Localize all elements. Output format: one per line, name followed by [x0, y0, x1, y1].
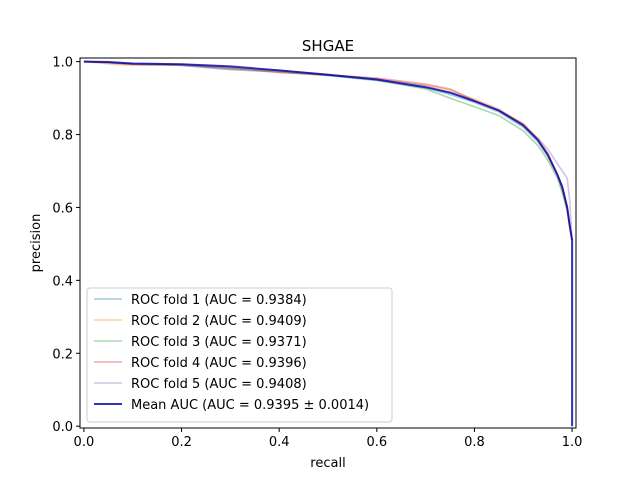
- series-line-1: [83, 60, 573, 241]
- y-tick-label: 0.8: [52, 129, 73, 144]
- legend-entries: ROC fold 1 (AUC = 0.9384) ROC fold 2 (AUC…: [94, 293, 369, 413]
- y-tick-label: 0.0: [52, 420, 73, 435]
- y-tick-label: 0.6: [52, 201, 73, 216]
- legend-box: [86, 287, 393, 423]
- series-line-4: [83, 60, 573, 241]
- x-tick-label: 1.0: [562, 435, 583, 450]
- plot-frame: [79, 57, 577, 429]
- x-axis-label: recall: [310, 456, 345, 471]
- legend-label-2: ROC fold 2 (AUC = 0.9409): [131, 314, 307, 329]
- legend-label-6: Mean AUC (AUC = 0.9395 ± 0.0014): [131, 398, 369, 413]
- legend: ROC fold 1 (AUC = 0.9384) ROC fold 2 (AUC…: [86, 287, 393, 423]
- series-line-6: [83, 60, 574, 427]
- chart-title: SHGAE: [302, 37, 354, 55]
- series-line-3: [83, 60, 573, 241]
- x-tick-label: 0.0: [74, 435, 95, 450]
- x-tick-label: 0.6: [366, 435, 387, 450]
- ticks-layer: 0.0 0.2 0.4 0.6 0.8 1.0 0.0 0.2 0.4 0.6 0.8 1.0: [52, 56, 582, 450]
- x-tick-label: 0.2: [171, 435, 192, 450]
- y-tick-label: 0.2: [52, 347, 73, 362]
- legend-label-4: ROC fold 4 (AUC = 0.9396): [131, 356, 307, 371]
- series-line-5: [83, 60, 573, 241]
- legend-label-1: ROC fold 1 (AUC = 0.9384): [131, 293, 307, 308]
- series-layer: [83, 60, 574, 427]
- y-axis-label: precision: [29, 214, 44, 273]
- x-tick-label: 0.4: [269, 435, 290, 450]
- legend-label-3: ROC fold 3 (AUC = 0.9371): [131, 335, 307, 350]
- legend-label-5: ROC fold 5 (AUC = 0.9408): [131, 377, 307, 392]
- y-tick-label: 0.4: [52, 274, 73, 289]
- series-line-2: [83, 60, 573, 241]
- y-tick-label: 1.0: [52, 56, 73, 71]
- x-tick-label: 0.8: [464, 435, 485, 450]
